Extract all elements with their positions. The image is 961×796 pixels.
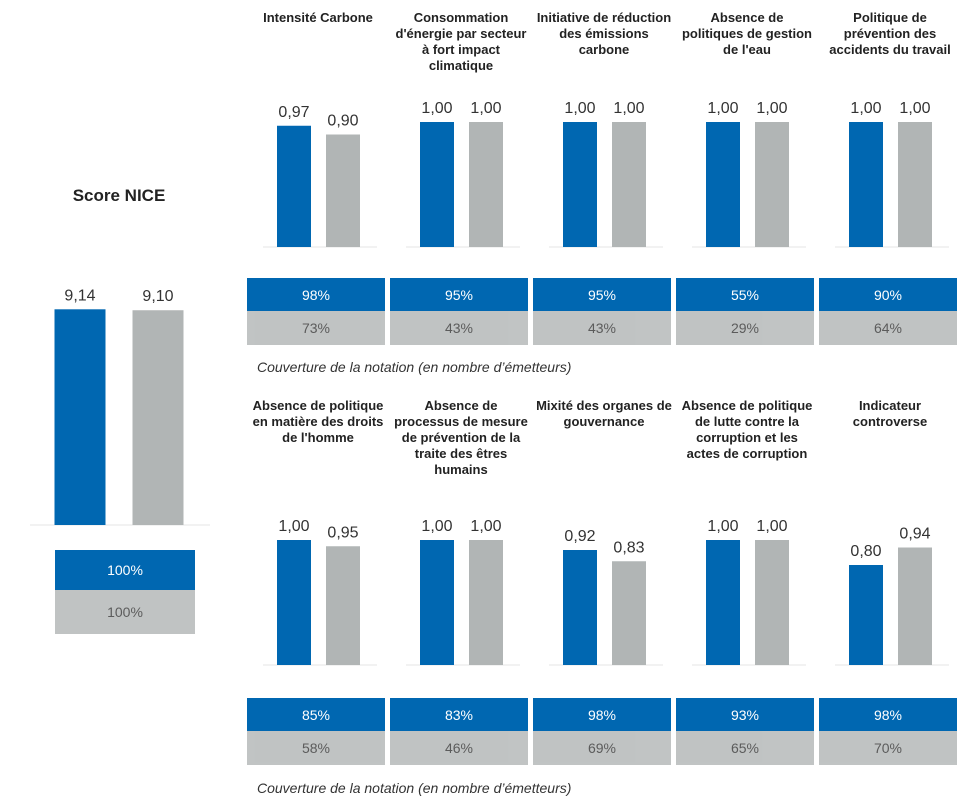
caption: Couverture de la notation (en nombre d’é… (257, 359, 572, 375)
value-label: 0,97 (278, 104, 309, 121)
coverage-cell: 29% (676, 311, 814, 345)
value-label: 1,00 (756, 100, 787, 117)
coverage-cell: 69% (533, 731, 671, 765)
coverage-cell: 100% (55, 590, 195, 634)
coverage-cell: 83% (390, 698, 528, 731)
value-label: 9,10 (142, 288, 173, 305)
bar (469, 540, 503, 665)
bar (563, 122, 597, 247)
value-label: 0,83 (613, 539, 644, 556)
coverage-cell: 85% (247, 698, 385, 731)
value-label: 1,00 (421, 518, 452, 535)
chart-title: Absence de politique de lutte contre la … (681, 398, 813, 461)
bar (326, 546, 360, 665)
coverage-cell: 98% (247, 278, 385, 311)
bar (326, 134, 360, 247)
bar (849, 565, 883, 665)
chart-title: Intensité Carbone (263, 10, 373, 25)
coverage-cell: 100% (55, 550, 195, 590)
chart-title: Absence de processus de mesure de préven… (394, 398, 528, 477)
bar (563, 550, 597, 665)
coverage-cell: 95% (533, 278, 671, 311)
chart-title: Consommation d'énergie par secteur à for… (395, 10, 527, 73)
coverage-cell: 64% (819, 311, 957, 345)
coverage-cell: 65% (676, 731, 814, 765)
value-label: 1,00 (899, 100, 930, 117)
value-label: 1,00 (470, 100, 501, 117)
bar (277, 125, 311, 247)
bar (612, 122, 646, 247)
bar (706, 540, 740, 665)
bar (420, 122, 454, 247)
chart-title: Absence de politique en matière des droi… (252, 398, 384, 445)
chart-title: Initiative de réduction des émissions ca… (536, 10, 672, 57)
caption: Couverture de la notation (en nombre d’é… (257, 780, 572, 796)
bar (420, 540, 454, 665)
coverage-cell: 43% (533, 311, 671, 345)
coverage-cell: 95% (390, 278, 528, 311)
value-label: 9,14 (64, 287, 95, 304)
coverage-cell: 43% (390, 311, 528, 345)
bar (755, 122, 789, 247)
value-label: 0,80 (850, 543, 881, 560)
bar (132, 310, 184, 525)
chart-title: Mixité des organes de gouvernance (536, 398, 672, 429)
bar (54, 309, 106, 525)
value-label: 1,00 (850, 100, 881, 117)
bar (612, 561, 646, 665)
coverage-cell: 55% (676, 278, 814, 311)
coverage-cell: 90% (819, 278, 957, 311)
coverage-cell: 58% (247, 731, 385, 765)
value-label: 0,95 (327, 524, 358, 541)
bar (898, 547, 932, 665)
value-label: 1,00 (707, 518, 738, 535)
value-label: 1,00 (278, 518, 309, 535)
chart-title: Politique de prévention des accidents du… (829, 10, 951, 57)
value-label: 1,00 (564, 100, 595, 117)
chart-title: Score NICE (72, 186, 166, 205)
value-label: 1,00 (470, 518, 501, 535)
chart-title: Absence de politiques de gestion de l'ea… (681, 10, 812, 57)
value-label: 1,00 (421, 100, 452, 117)
bar (755, 540, 789, 665)
coverage-cell: 98% (819, 698, 957, 731)
coverage-cell: 46% (390, 731, 528, 765)
value-label: 1,00 (613, 100, 644, 117)
bar (277, 540, 311, 665)
bar (898, 122, 932, 247)
value-label: 0,90 (327, 113, 358, 130)
coverage-cell: 73% (247, 311, 385, 345)
bar (706, 122, 740, 247)
bar (849, 122, 883, 247)
chart-title: Indicateur controverse (852, 398, 928, 429)
coverage-cell: 98% (533, 698, 671, 731)
value-label: 1,00 (756, 518, 787, 535)
coverage-cell: 93% (676, 698, 814, 731)
bar (469, 122, 503, 247)
value-label: 0,92 (564, 528, 595, 545)
value-label: 1,00 (707, 100, 738, 117)
value-label: 0,94 (899, 526, 930, 543)
coverage-cell: 70% (819, 731, 957, 765)
